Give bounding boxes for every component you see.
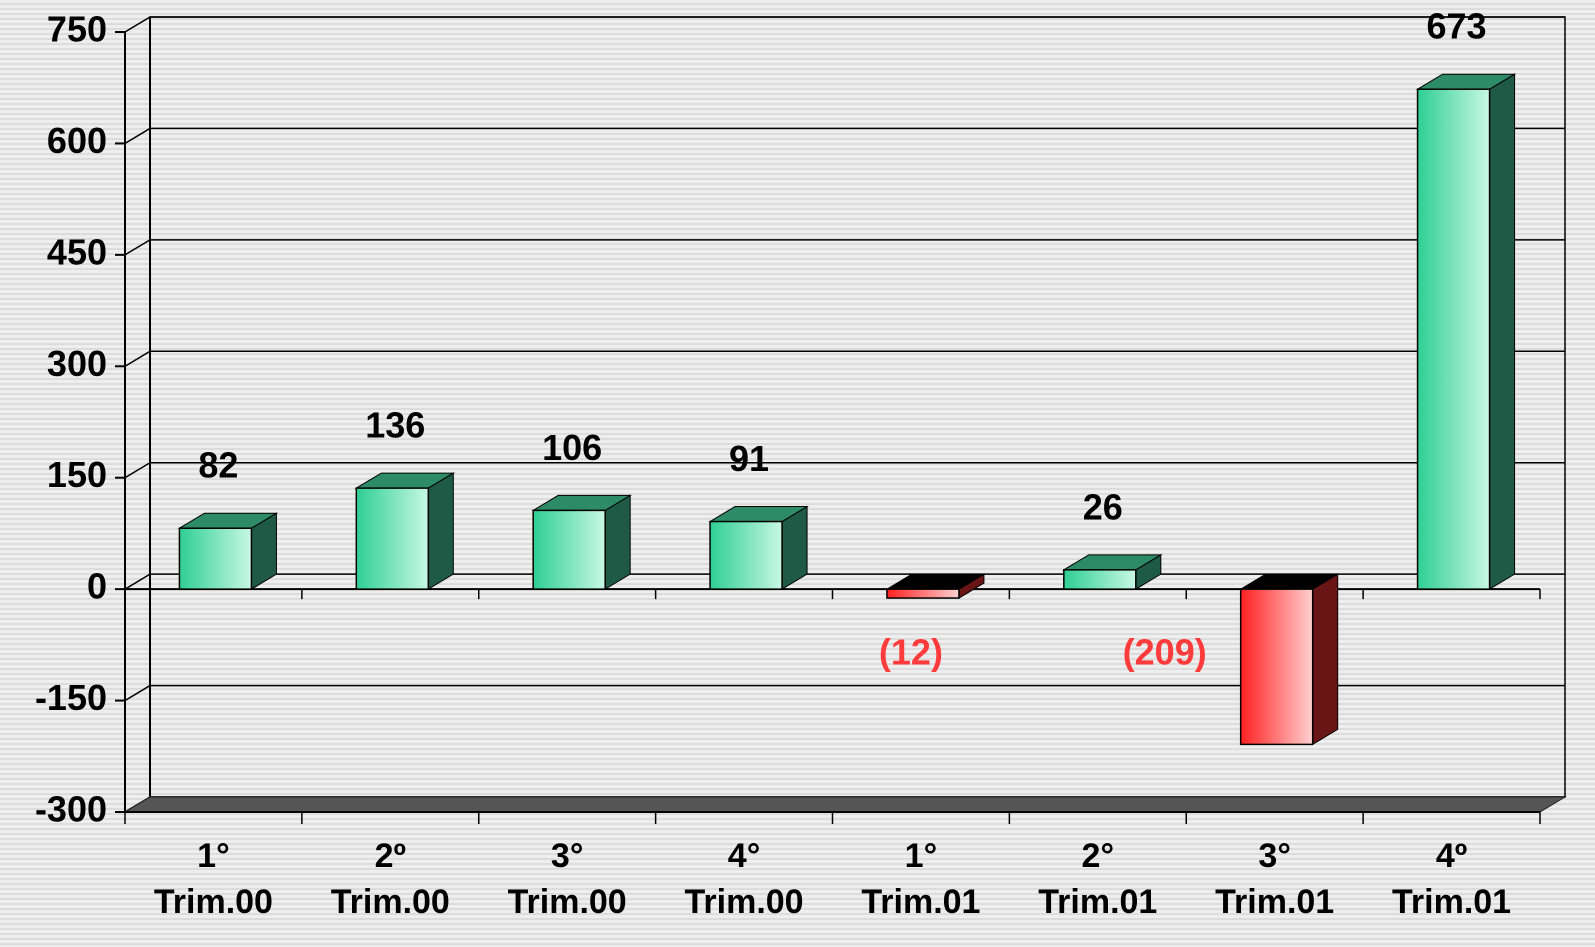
x-tick-label: 1° Trim.00 bbox=[154, 837, 273, 921]
x-tick-label: 4° Trim.00 bbox=[685, 837, 804, 921]
bar-side bbox=[1312, 573, 1339, 746]
bar bbox=[1063, 569, 1137, 590]
value-label: 106 bbox=[542, 427, 602, 468]
y-tick-label: 0 bbox=[87, 566, 107, 607]
bar bbox=[178, 527, 253, 590]
bar bbox=[709, 520, 783, 590]
grid-line bbox=[124, 684, 151, 702]
x-tick-label: 2º Trim.00 bbox=[331, 837, 450, 921]
bar bbox=[532, 509, 606, 590]
bar-side bbox=[427, 472, 454, 591]
x-tick-label: 4º Trim.01 bbox=[1392, 837, 1511, 921]
value-label: (209) bbox=[1123, 632, 1207, 673]
bar bbox=[1416, 88, 1491, 590]
bar bbox=[1239, 588, 1314, 746]
value-label: (12) bbox=[879, 632, 943, 673]
back-wall bbox=[149, 16, 1566, 798]
y-tick-label: -150 bbox=[35, 677, 107, 718]
x-tick-label: 3° Trim.00 bbox=[508, 837, 627, 921]
x-tick-label: 1° Trim.01 bbox=[861, 837, 980, 921]
value-label: 673 bbox=[1427, 6, 1487, 47]
bar-side bbox=[604, 494, 631, 591]
bar bbox=[355, 487, 430, 590]
grid-line bbox=[124, 350, 151, 367]
y-tick-label: 600 bbox=[47, 120, 107, 161]
grid-line bbox=[124, 127, 151, 145]
y-tick-label: 150 bbox=[47, 454, 107, 495]
grid-line bbox=[124, 16, 151, 33]
grid-line bbox=[124, 239, 151, 256]
value-label: 91 bbox=[729, 438, 769, 479]
y-tick-label: -300 bbox=[35, 789, 107, 830]
grid-line bbox=[124, 462, 151, 479]
y-tick-label: 750 bbox=[47, 9, 107, 50]
value-label: 136 bbox=[365, 405, 425, 446]
value-label: 26 bbox=[1083, 486, 1123, 527]
y-tick-label: 300 bbox=[47, 343, 107, 384]
grid-line bbox=[124, 573, 151, 590]
y-tick-label: 450 bbox=[47, 231, 107, 272]
bar-side bbox=[1489, 73, 1516, 591]
bar bbox=[886, 588, 960, 599]
x-tick-label: 2° Trim.01 bbox=[1038, 837, 1157, 921]
value-label: 82 bbox=[198, 445, 238, 486]
floor bbox=[123, 796, 1567, 813]
x-tick-label: 3° Trim.01 bbox=[1215, 837, 1334, 921]
